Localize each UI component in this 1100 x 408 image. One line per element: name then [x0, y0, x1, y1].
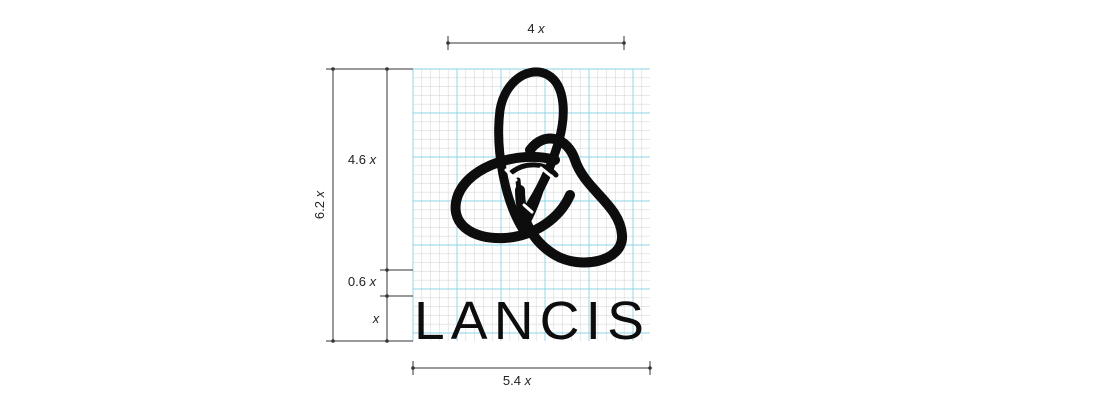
knot-right-loop	[515, 133, 627, 268]
top-width-label: 4 x	[527, 21, 545, 36]
bottom-width-label: 5.4 x	[503, 373, 532, 388]
text-height-label: x	[372, 311, 380, 326]
dimension-lines	[326, 36, 651, 375]
symbol-height-label: 4.6 x	[348, 152, 377, 167]
knot-symbol	[450, 67, 627, 268]
brand-wordmark: LANCIS	[414, 291, 650, 351]
knot-left-loop	[450, 151, 575, 244]
dimension-dots	[331, 41, 652, 370]
knot-inner-interlace	[509, 162, 559, 228]
knot-interlace-gap	[504, 166, 553, 214]
gap-height-label: 0.6 x	[348, 274, 377, 289]
total-height-label: 6.2 x	[312, 190, 327, 219]
